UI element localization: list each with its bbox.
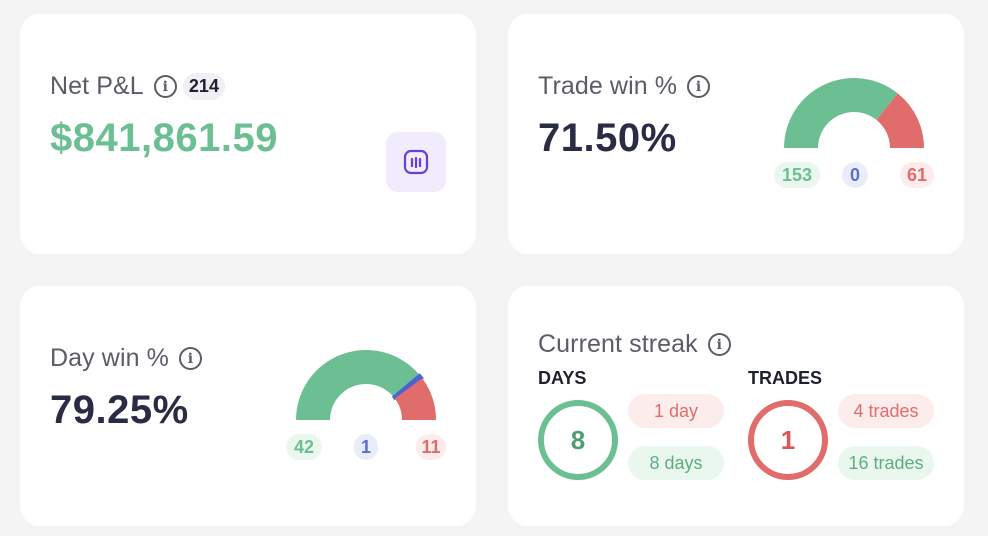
net-pnl-value: $841,861.59 xyxy=(50,116,278,160)
trades-winning-pill: 16 trades xyxy=(838,446,934,480)
day-win-value: 79.25% xyxy=(50,388,189,432)
day-win-label: Day win % xyxy=(50,344,169,372)
trade-wins-arc xyxy=(784,78,898,148)
trade-win-value: 71.50% xyxy=(538,116,677,160)
day-losses-pill: 11 xyxy=(416,434,446,460)
trade-win-label: Trade win % xyxy=(538,72,678,100)
trade-wins-pill: 153 xyxy=(774,162,820,188)
day-win-gauge xyxy=(296,350,436,420)
info-icon[interactable]: i xyxy=(179,347,202,370)
trades-streak-ring: 1 xyxy=(748,400,828,480)
day-breakeven-pill: 1 xyxy=(354,434,378,460)
info-icon[interactable]: i xyxy=(153,75,177,98)
trades-losing-pill: 4 trades xyxy=(838,394,934,428)
streak-title: Current streak i xyxy=(538,330,731,359)
trade-win-title: Trade win % i xyxy=(538,72,711,101)
net-pnl-card: Net P&L i 214 $841,861.59 xyxy=(20,14,476,254)
trade-win-card: Trade win % i 71.50% 153 0 61 xyxy=(508,14,964,254)
trades-label: TRADES xyxy=(748,368,823,388)
bar-chart-icon xyxy=(403,149,429,175)
current-streak-card: Current streak i DAYS 8 1 day 8 days TRA… xyxy=(508,286,964,526)
day-win-card: Day win % i 79.25% 42 1 11 xyxy=(20,286,476,526)
day-losses-arc xyxy=(394,378,436,420)
trade-breakeven-pill: 0 xyxy=(842,162,868,188)
net-pnl-title: Net P&L i 214 xyxy=(50,72,226,101)
days-winning-pill: 8 days xyxy=(628,446,724,480)
day-win-title: Day win % i xyxy=(50,344,202,373)
day-breakeven-arc xyxy=(391,373,424,401)
trade-losses-pill: 61 xyxy=(900,162,934,188)
day-wins-pill: 42 xyxy=(286,434,322,460)
info-icon[interactable]: i xyxy=(687,75,711,98)
chart-button[interactable] xyxy=(386,132,446,192)
days-label: DAYS xyxy=(538,368,587,388)
streak-label: Current streak xyxy=(538,330,698,358)
net-pnl-label: Net P&L xyxy=(50,72,144,100)
day-wins-arc xyxy=(296,350,420,420)
info-icon[interactable]: i xyxy=(707,333,731,356)
days-losing-pill: 1 day xyxy=(628,394,724,428)
days-streak-ring: 8 xyxy=(538,400,618,480)
trade-win-gauge xyxy=(784,78,924,148)
trade-losses-arc xyxy=(876,93,924,148)
trade-count-badge: 214 xyxy=(182,73,226,100)
